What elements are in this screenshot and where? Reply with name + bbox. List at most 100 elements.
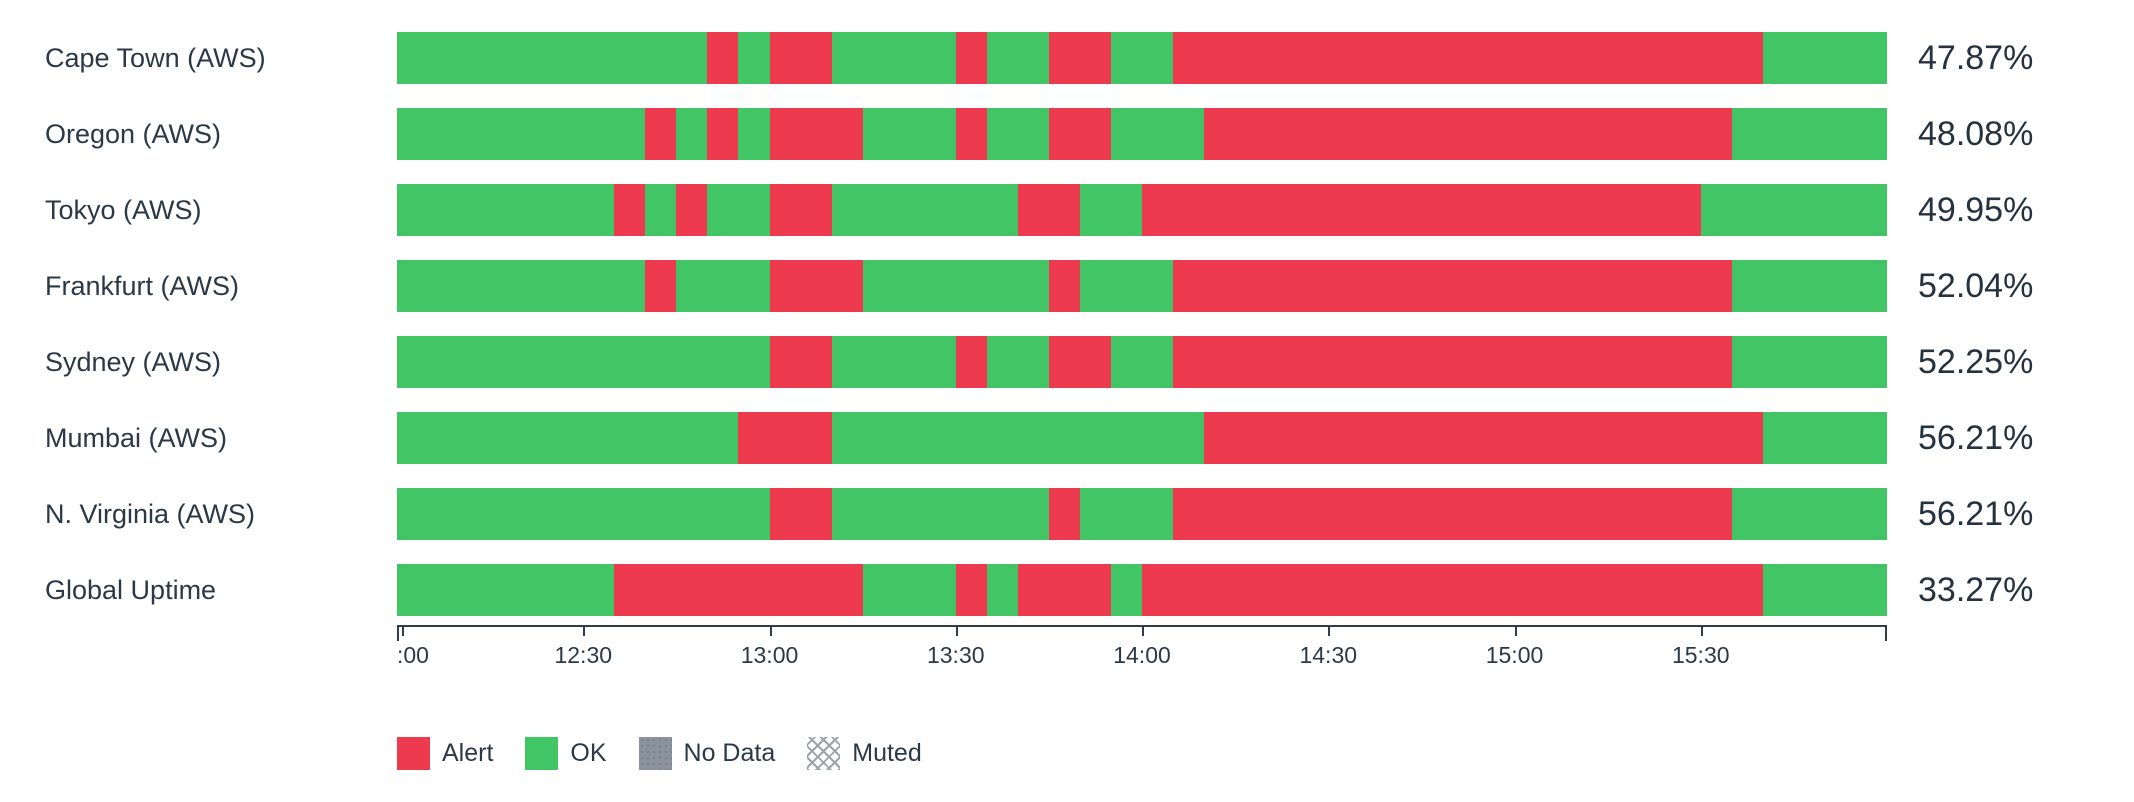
status-segment-ok[interactable]	[676, 260, 770, 312]
uptime-row: Frankfurt (AWS) 52.04%	[0, 260, 2134, 312]
status-segment-alert[interactable]	[1173, 32, 1763, 84]
status-segment-ok[interactable]	[397, 488, 770, 540]
status-segment-ok[interactable]	[707, 184, 770, 236]
status-segment-alert[interactable]	[1204, 412, 1763, 464]
status-segment-ok[interactable]	[1079, 260, 1174, 312]
status-segment-alert[interactable]	[738, 412, 832, 464]
status-segment-alert[interactable]	[1173, 336, 1732, 388]
status-segment-alert[interactable]	[1048, 488, 1080, 540]
status-segment-ok[interactable]	[645, 184, 677, 236]
uptime-row: Oregon (AWS) 48.08%	[0, 108, 2134, 160]
status-segment-alert[interactable]	[955, 32, 987, 84]
status-segment-ok[interactable]	[862, 108, 956, 160]
status-segment-alert[interactable]	[645, 108, 677, 160]
status-segment-ok[interactable]	[1731, 108, 1887, 160]
status-segment-alert[interactable]	[955, 108, 987, 160]
status-segment-alert[interactable]	[769, 260, 863, 312]
uptime-percentage: 52.04%	[1918, 266, 2034, 305]
status-segment-ok[interactable]	[831, 336, 956, 388]
status-segment-alert[interactable]	[1017, 184, 1080, 236]
axis-tick-label: 12:30	[554, 642, 613, 668]
uptime-row: Mumbai (AWS) 56.21%	[0, 412, 2134, 464]
status-segment-ok[interactable]	[738, 32, 770, 84]
status-bar	[397, 564, 1887, 616]
status-segment-ok[interactable]	[831, 412, 1205, 464]
axis-tick	[402, 627, 404, 636]
status-segment-ok[interactable]	[397, 260, 646, 312]
status-segment-alert[interactable]	[1017, 564, 1111, 616]
status-segment-alert[interactable]	[676, 184, 708, 236]
axis-tick	[1700, 627, 1703, 636]
uptime-row: Sydney (AWS) 52.25%	[0, 336, 2134, 388]
status-segment-ok[interactable]	[986, 564, 1018, 616]
status-segment-ok[interactable]	[986, 108, 1049, 160]
status-segment-ok[interactable]	[1731, 260, 1887, 312]
status-segment-alert[interactable]	[769, 336, 832, 388]
legend-item[interactable]: Muted	[807, 737, 922, 770]
status-segment-ok[interactable]	[1762, 564, 1887, 616]
uptime-row: Cape Town (AWS) 47.87%	[0, 32, 2134, 84]
status-segment-alert[interactable]	[645, 260, 677, 312]
status-segment-alert[interactable]	[1048, 336, 1111, 388]
status-segment-alert[interactable]	[769, 32, 832, 84]
status-segment-alert[interactable]	[769, 108, 863, 160]
status-segment-ok[interactable]	[738, 108, 770, 160]
status-segment-ok[interactable]	[831, 184, 1018, 236]
status-segment-alert[interactable]	[707, 108, 739, 160]
status-segment-ok[interactable]	[1731, 488, 1887, 540]
status-segment-alert[interactable]	[955, 336, 987, 388]
status-segment-alert[interactable]	[1048, 108, 1111, 160]
status-segment-alert[interactable]	[614, 564, 863, 616]
status-segment-ok[interactable]	[397, 564, 615, 616]
status-segment-ok[interactable]	[1731, 336, 1887, 388]
status-segment-alert[interactable]	[955, 564, 987, 616]
status-segment-alert[interactable]	[1142, 184, 1701, 236]
status-segment-ok[interactable]	[676, 108, 708, 160]
legend-item[interactable]: OK	[525, 737, 607, 770]
status-bar	[397, 412, 1887, 464]
axis-tick-label: 13:30	[926, 642, 985, 668]
axis-tick-label: :00	[397, 642, 429, 668]
status-segment-ok[interactable]	[397, 412, 739, 464]
status-segment-alert[interactable]	[1173, 260, 1732, 312]
status-segment-ok[interactable]	[831, 32, 956, 84]
legend: Alert OK No Data Muted	[397, 737, 922, 770]
status-segment-ok[interactable]	[397, 108, 646, 160]
status-segment-ok[interactable]	[1079, 184, 1142, 236]
status-segment-alert[interactable]	[614, 184, 646, 236]
status-segment-ok[interactable]	[986, 32, 1049, 84]
status-segment-ok[interactable]	[397, 184, 615, 236]
status-segment-alert[interactable]	[1173, 488, 1732, 540]
status-segment-ok[interactable]	[986, 336, 1049, 388]
status-segment-ok[interactable]	[1762, 32, 1887, 84]
status-segment-ok[interactable]	[397, 336, 770, 388]
status-bar	[397, 32, 1887, 84]
status-segment-alert[interactable]	[1048, 32, 1111, 84]
status-segment-alert[interactable]	[1204, 108, 1732, 160]
status-segment-alert[interactable]	[769, 184, 832, 236]
status-segment-alert[interactable]	[707, 32, 739, 84]
status-segment-ok[interactable]	[1110, 336, 1174, 388]
status-segment-alert[interactable]	[1142, 564, 1763, 616]
status-segment-ok[interactable]	[1110, 108, 1205, 160]
status-segment-ok[interactable]	[1079, 488, 1174, 540]
axis-tick	[397, 627, 399, 641]
status-segment-ok[interactable]	[1762, 412, 1887, 464]
status-segment-ok[interactable]	[862, 260, 1049, 312]
status-segment-ok[interactable]	[1110, 32, 1174, 84]
status-segment-alert[interactable]	[769, 488, 832, 540]
axis-tick	[1328, 627, 1331, 636]
status-segment-ok[interactable]	[1700, 184, 1887, 236]
legend-item[interactable]: No Data	[638, 737, 775, 770]
legend-item[interactable]: Alert	[397, 737, 493, 770]
status-segment-ok[interactable]	[397, 32, 708, 84]
status-bar	[397, 260, 1887, 312]
status-segment-alert[interactable]	[1048, 260, 1080, 312]
uptime-percentage: 33.27%	[1918, 570, 2034, 609]
status-segment-ok[interactable]	[831, 488, 1049, 540]
uptime-percentage: 48.08%	[1918, 114, 2034, 153]
legend-label: Muted	[852, 739, 922, 767]
uptime-percentage: 56.21%	[1918, 418, 2034, 457]
status-segment-ok[interactable]	[1110, 564, 1143, 616]
status-segment-ok[interactable]	[862, 564, 956, 616]
